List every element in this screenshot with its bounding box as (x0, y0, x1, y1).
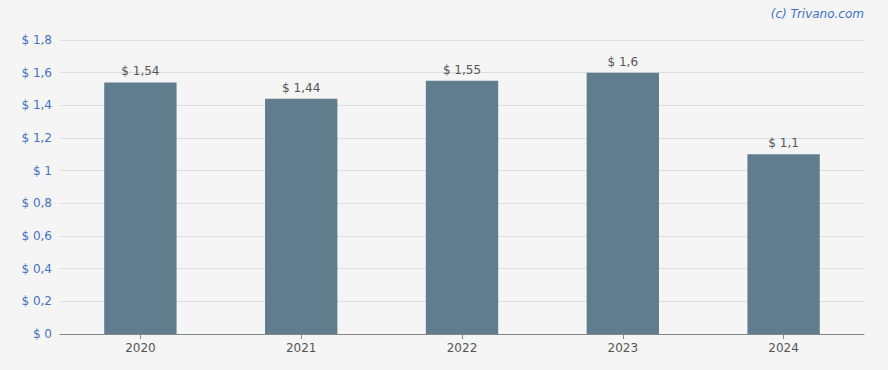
svg-text:2022: 2022 (447, 341, 478, 355)
svg-text:$ 1,6: $ 1,6 (21, 66, 52, 80)
svg-text:$ 0,4: $ 0,4 (21, 262, 52, 276)
svg-text:$ 1,54: $ 1,54 (121, 64, 159, 78)
svg-text:$ 0,2: $ 0,2 (21, 294, 52, 308)
svg-text:2024: 2024 (768, 341, 799, 355)
svg-text:$ 1,2: $ 1,2 (21, 131, 52, 145)
svg-text:$ 1,1: $ 1,1 (768, 136, 799, 150)
svg-text:$ 1,6: $ 1,6 (608, 55, 639, 69)
svg-text:2021: 2021 (286, 341, 317, 355)
svg-text:$ 0: $ 0 (33, 327, 52, 341)
svg-text:2020: 2020 (125, 341, 156, 355)
svg-text:$ 1: $ 1 (33, 164, 52, 178)
svg-text:$ 1,55: $ 1,55 (443, 63, 481, 77)
svg-text:$ 1,8: $ 1,8 (21, 33, 52, 47)
svg-text:$ 0,8: $ 0,8 (21, 196, 52, 210)
svg-text:$ 1,4: $ 1,4 (21, 98, 52, 112)
svg-text:$ 0,6: $ 0,6 (21, 229, 52, 243)
svg-text:$ 1,44: $ 1,44 (282, 81, 320, 95)
svg-text:(c) Trivano.com: (c) Trivano.com (771, 7, 864, 21)
svg-text:2023: 2023 (608, 341, 639, 355)
